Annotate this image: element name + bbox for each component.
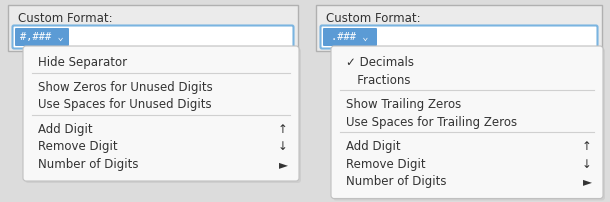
Text: Fractions: Fractions: [346, 74, 411, 87]
FancyBboxPatch shape: [323, 28, 377, 46]
Text: Number of Digits: Number of Digits: [38, 158, 138, 171]
Text: #,### ⌄: #,### ⌄: [20, 32, 64, 42]
Text: Custom Format:: Custom Format:: [18, 12, 113, 24]
FancyBboxPatch shape: [320, 25, 598, 48]
Text: Custom Format:: Custom Format:: [326, 12, 421, 24]
Text: ↓: ↓: [278, 140, 288, 153]
Text: Show Zeros for Unused Digits: Show Zeros for Unused Digits: [38, 81, 213, 94]
Text: ↑: ↑: [278, 123, 288, 136]
Text: Remove Digit: Remove Digit: [346, 158, 426, 171]
Text: Show Trailing Zeros: Show Trailing Zeros: [346, 98, 461, 111]
FancyBboxPatch shape: [8, 5, 298, 51]
Text: ✓ Decimals: ✓ Decimals: [346, 56, 414, 69]
Text: Number of Digits: Number of Digits: [346, 175, 447, 188]
Text: ↓: ↓: [582, 158, 592, 171]
FancyBboxPatch shape: [15, 28, 69, 46]
Text: .### ⌄: .### ⌄: [331, 32, 369, 42]
Text: Use Spaces for Unused Digits: Use Spaces for Unused Digits: [38, 98, 212, 111]
FancyBboxPatch shape: [23, 46, 299, 181]
FancyBboxPatch shape: [331, 46, 603, 199]
FancyBboxPatch shape: [12, 25, 293, 48]
Text: ↑: ↑: [582, 140, 592, 153]
Text: Use Spaces for Trailing Zeros: Use Spaces for Trailing Zeros: [346, 116, 517, 129]
FancyBboxPatch shape: [316, 5, 602, 51]
FancyBboxPatch shape: [25, 48, 301, 183]
Text: Remove Digit: Remove Digit: [38, 140, 118, 153]
Text: Add Digit: Add Digit: [346, 140, 401, 153]
FancyBboxPatch shape: [333, 48, 605, 201]
Text: ►: ►: [583, 175, 592, 188]
Text: ►: ►: [279, 158, 288, 171]
Text: Hide Separator: Hide Separator: [38, 56, 127, 69]
Text: Add Digit: Add Digit: [38, 123, 93, 136]
